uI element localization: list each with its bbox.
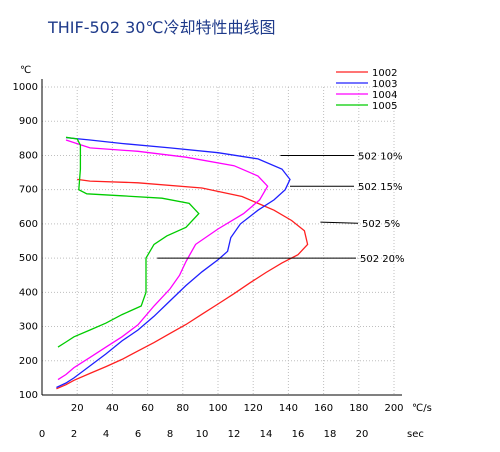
series-line-1004 [57,139,269,381]
y-tick-label: 900 [19,116,38,127]
legend-label-1005: 1005 [372,101,397,112]
legend-label-1003: 1003 [372,79,397,90]
x-time-tick-label: 2 [71,429,77,440]
y-ticks: 100 200 300 400 500 600 700 800 900 1000 [13,82,38,401]
x-time-tick-label: 14 [260,429,273,440]
x-rate-tick-label: 20 [71,403,84,414]
annotation-label-1003: 502 10% [358,151,403,162]
y-tick-label: 500 [19,253,38,264]
x-time-tick-label: 12 [228,429,241,440]
x-time-tick-label: 6 [135,429,141,440]
series-line-1002 [56,178,309,390]
x-ticks-rate: 20 40 60 80 100 120 140 160 180 200 [71,403,404,414]
y-tick-label: 700 [19,185,38,196]
x-rate-tick-label: 60 [141,403,154,414]
grid [42,86,395,396]
x-rate-tick-label: 80 [176,403,189,414]
annotation-leader-1002 [320,221,359,224]
annotation-label-1002: 502 5% [362,219,400,230]
y-tick-label: 600 [19,219,38,230]
x-time-tick-label: 18 [324,429,337,440]
legend-label-1002: 1002 [372,68,397,79]
chart-title: THIF-502 30℃冷却特性曲线图 [48,18,276,37]
y-tick-label: 100 [19,390,38,401]
x-time-tick-label: 20 [356,429,369,440]
x-rate-tick-label: 40 [106,403,119,414]
annotation-label-1005: 502 20% [360,254,405,265]
x-rate-tick-label: 180 [349,403,368,414]
x-rate-tick-label: 160 [314,403,333,414]
x-time-tick-label: 8 [167,429,173,440]
x-rate-tick-label: 120 [244,403,263,414]
annotation-label-1004: 502 15% [358,182,403,193]
axes [41,79,402,396]
annotation-leaders: 502 10% 502 15% 502 5% 502 20% [157,151,405,265]
x-rate-tick-label: 140 [279,403,298,414]
y-tick-label: 1000 [13,82,38,93]
x-axis-time-unit: sec [407,429,424,440]
series-line-1003 [56,136,291,389]
y-tick-label: 800 [19,150,38,161]
x-rate-tick-label: 100 [208,403,227,414]
x-time-tick-label: 4 [103,429,109,440]
legend-label-1004: 1004 [372,90,397,101]
y-tick-label: 300 [19,322,38,333]
x-rate-tick-label: 200 [384,403,403,414]
series-line-1005 [57,136,200,348]
x-ticks-time: 0 2 4 6 8 10 12 14 16 18 20 [39,429,369,440]
y-tick-label: 400 [19,287,38,298]
x-axis-rate-unit: ℃/s [412,403,432,414]
y-axis-unit: ℃ [20,65,31,76]
x-time-tick-label: 0 [39,429,45,440]
x-time-tick-label: 10 [196,429,209,440]
series-lines [56,136,309,390]
x-time-tick-label: 16 [292,429,305,440]
y-tick-label: 200 [19,356,38,367]
